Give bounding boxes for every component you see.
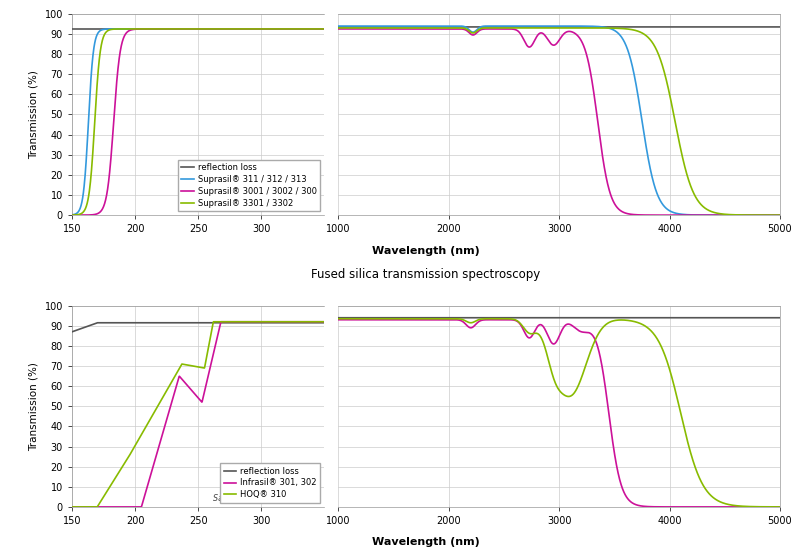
- Y-axis label: Transmission (%): Transmission (%): [29, 70, 39, 159]
- Text: Sample thickness: 10 mm: Sample thickness: 10 mm: [213, 494, 317, 503]
- Text: Wavelength (nm): Wavelength (nm): [372, 245, 480, 255]
- Legend: reflection loss, Infrasil® 301, 302, HOQ® 310: reflection loss, Infrasil® 301, 302, HOQ…: [221, 463, 320, 502]
- Text: Fused silica transmission spectroscopy: Fused silica transmission spectroscopy: [311, 268, 541, 281]
- Text: Wavelength (nm): Wavelength (nm): [372, 537, 480, 547]
- Text: Sample thickness: 10 mm: Sample thickness: 10 mm: [213, 202, 317, 211]
- Legend: reflection loss, Suprasil® 311 / 312 / 313, Suprasil® 3001 / 3002 / 300, Suprasi: reflection loss, Suprasil® 311 / 312 / 3…: [178, 160, 320, 211]
- Y-axis label: Transmission (%): Transmission (%): [29, 362, 39, 451]
